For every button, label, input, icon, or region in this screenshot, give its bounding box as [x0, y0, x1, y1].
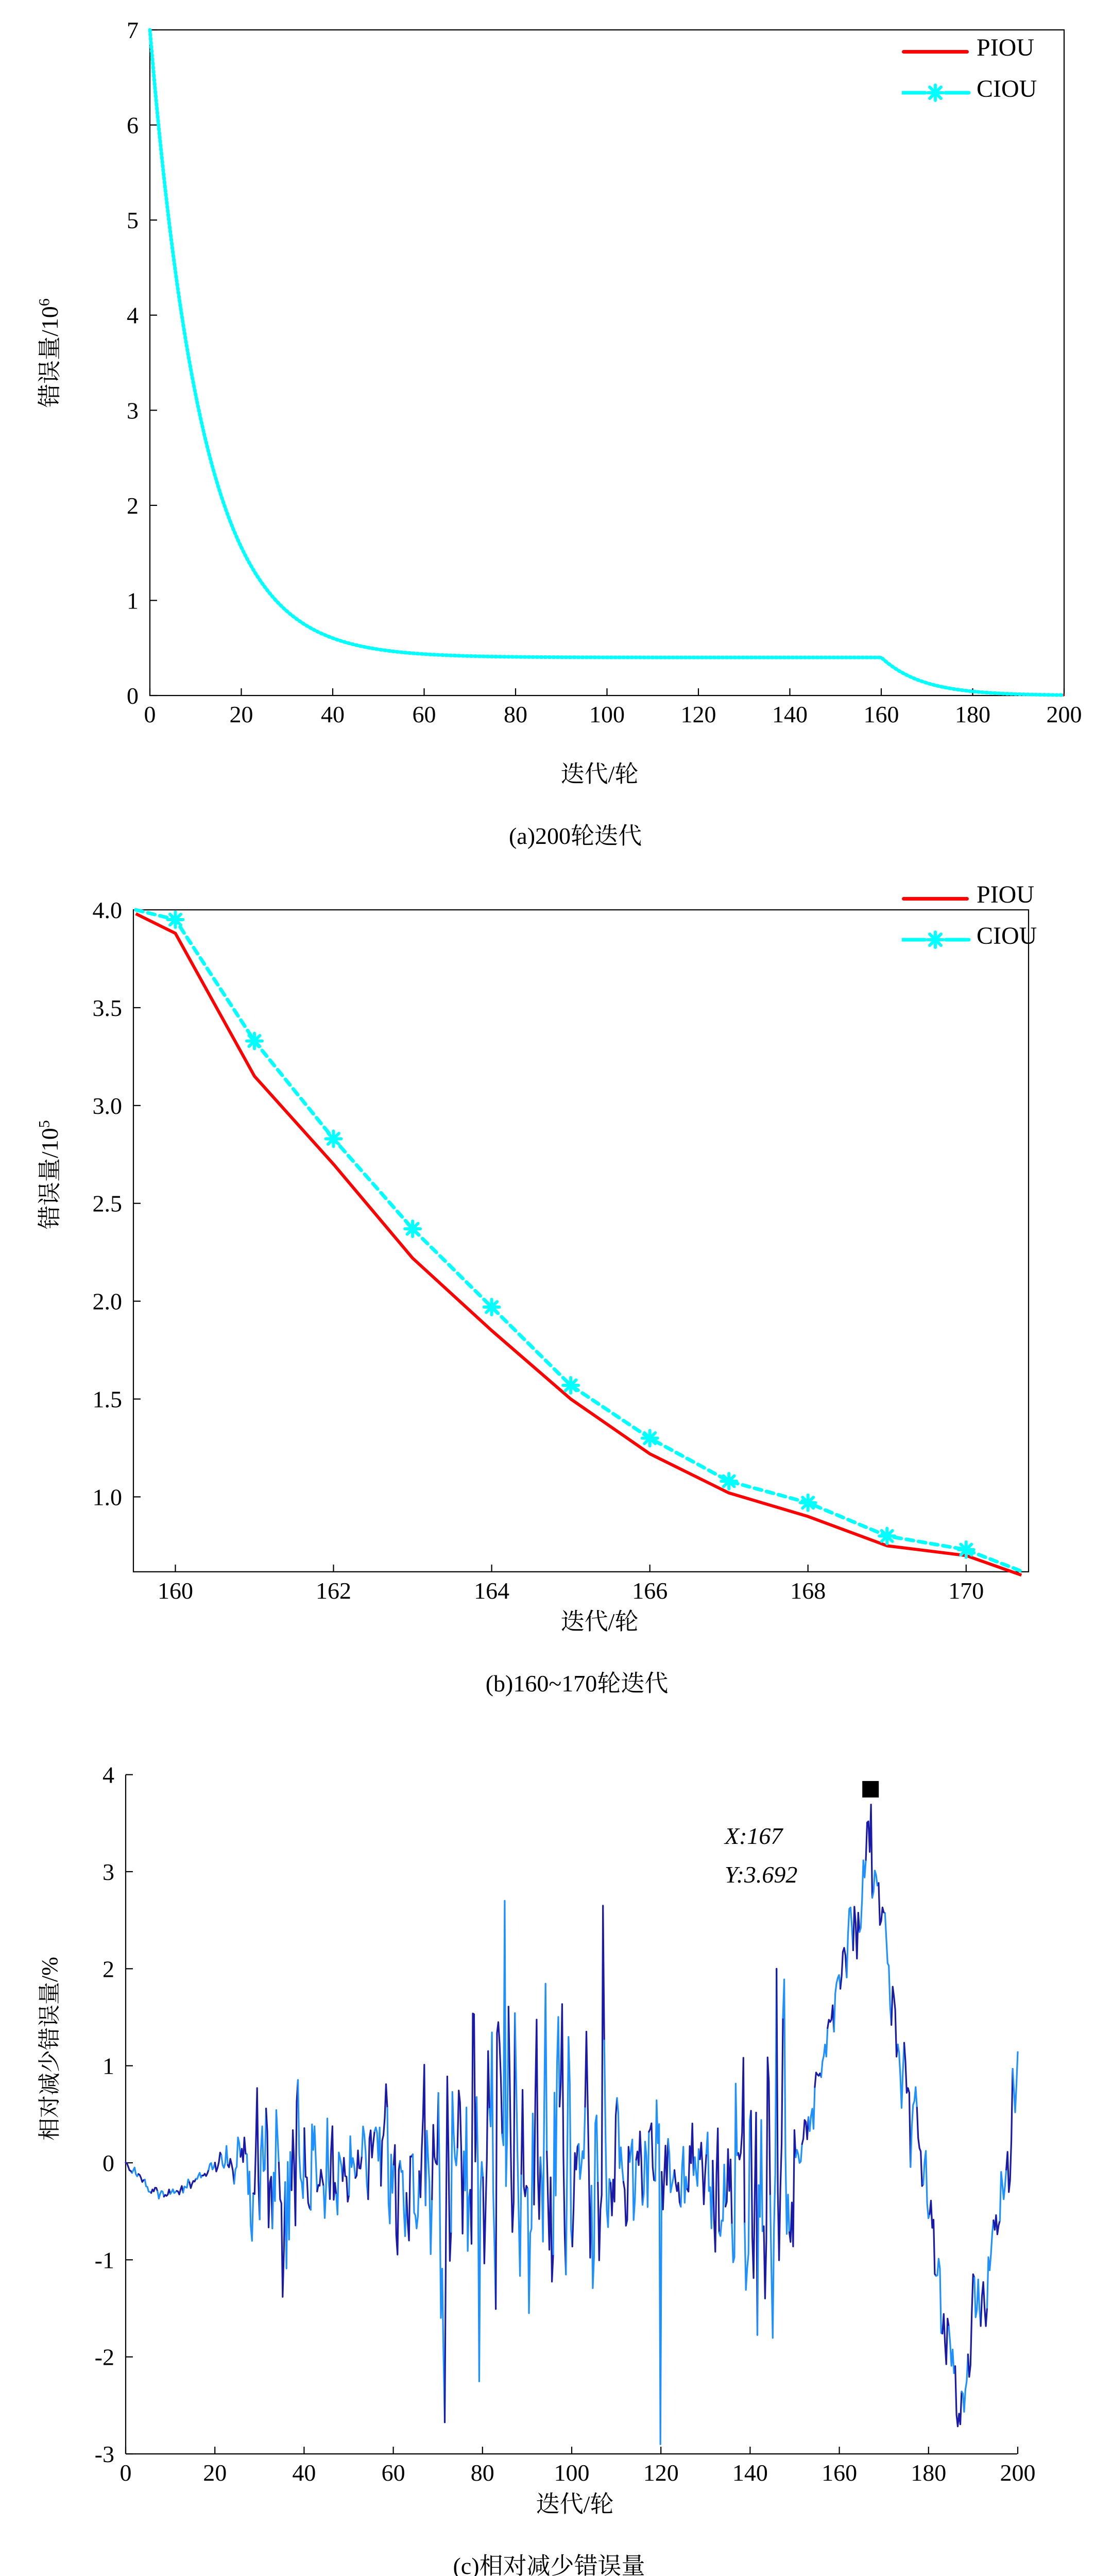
svg-text:3: 3: [127, 397, 139, 423]
svg-text:0: 0: [102, 2150, 114, 2176]
svg-text:170: 170: [948, 1578, 984, 1604]
svg-text:160: 160: [822, 2460, 857, 2486]
svg-text:6: 6: [127, 112, 139, 139]
svg-text:-2: -2: [95, 2344, 114, 2370]
svg-text:40: 40: [292, 2460, 316, 2486]
svg-text:140: 140: [732, 2460, 768, 2486]
svg-text:1.0: 1.0: [93, 1484, 123, 1510]
svg-text:3.0: 3.0: [93, 1093, 123, 1119]
svg-text:2.0: 2.0: [93, 1289, 123, 1315]
svg-text:0: 0: [144, 701, 156, 727]
svg-text:80: 80: [471, 2460, 494, 2486]
svg-text:1.5: 1.5: [93, 1386, 123, 1413]
svg-text:3.5: 3.5: [93, 995, 123, 1021]
svg-text:80: 80: [504, 701, 527, 727]
svg-text:2: 2: [127, 493, 139, 519]
svg-text:180: 180: [911, 2460, 946, 2486]
svg-text:20: 20: [203, 2460, 227, 2486]
svg-text:168: 168: [790, 1578, 826, 1604]
svg-text:162: 162: [316, 1578, 351, 1604]
svg-text:140: 140: [772, 701, 808, 727]
svg-text:180: 180: [955, 701, 990, 727]
svg-text:-3: -3: [95, 2441, 114, 2467]
svg-text:5: 5: [127, 207, 139, 233]
svg-text:0: 0: [120, 2460, 132, 2486]
svg-text:7: 7: [127, 17, 139, 43]
svg-text:164: 164: [474, 1578, 509, 1604]
svg-text:100: 100: [554, 2460, 590, 2486]
svg-text:1: 1: [127, 587, 139, 614]
svg-text:200: 200: [1000, 2460, 1036, 2486]
svg-text:20: 20: [230, 701, 253, 727]
svg-text:2.5: 2.5: [93, 1191, 123, 1217]
svg-text:120: 120: [643, 2460, 679, 2486]
svg-text:4: 4: [102, 1762, 114, 1788]
svg-text:160: 160: [864, 701, 899, 727]
svg-text:3: 3: [102, 1859, 114, 1885]
svg-text:1: 1: [102, 2053, 114, 2079]
svg-text:4: 4: [127, 302, 139, 329]
svg-text:60: 60: [382, 2460, 405, 2486]
svg-text:120: 120: [681, 701, 716, 727]
svg-text:100: 100: [589, 701, 625, 727]
svg-text:40: 40: [321, 701, 345, 727]
svg-text:0: 0: [127, 683, 139, 709]
svg-text:2: 2: [102, 1956, 114, 1982]
svg-text:166: 166: [632, 1578, 668, 1604]
svg-text:200: 200: [1047, 701, 1082, 727]
svg-text:-1: -1: [95, 2247, 114, 2273]
svg-text:60: 60: [413, 701, 436, 727]
svg-text:160: 160: [158, 1578, 193, 1604]
svg-text:4.0: 4.0: [93, 897, 123, 923]
